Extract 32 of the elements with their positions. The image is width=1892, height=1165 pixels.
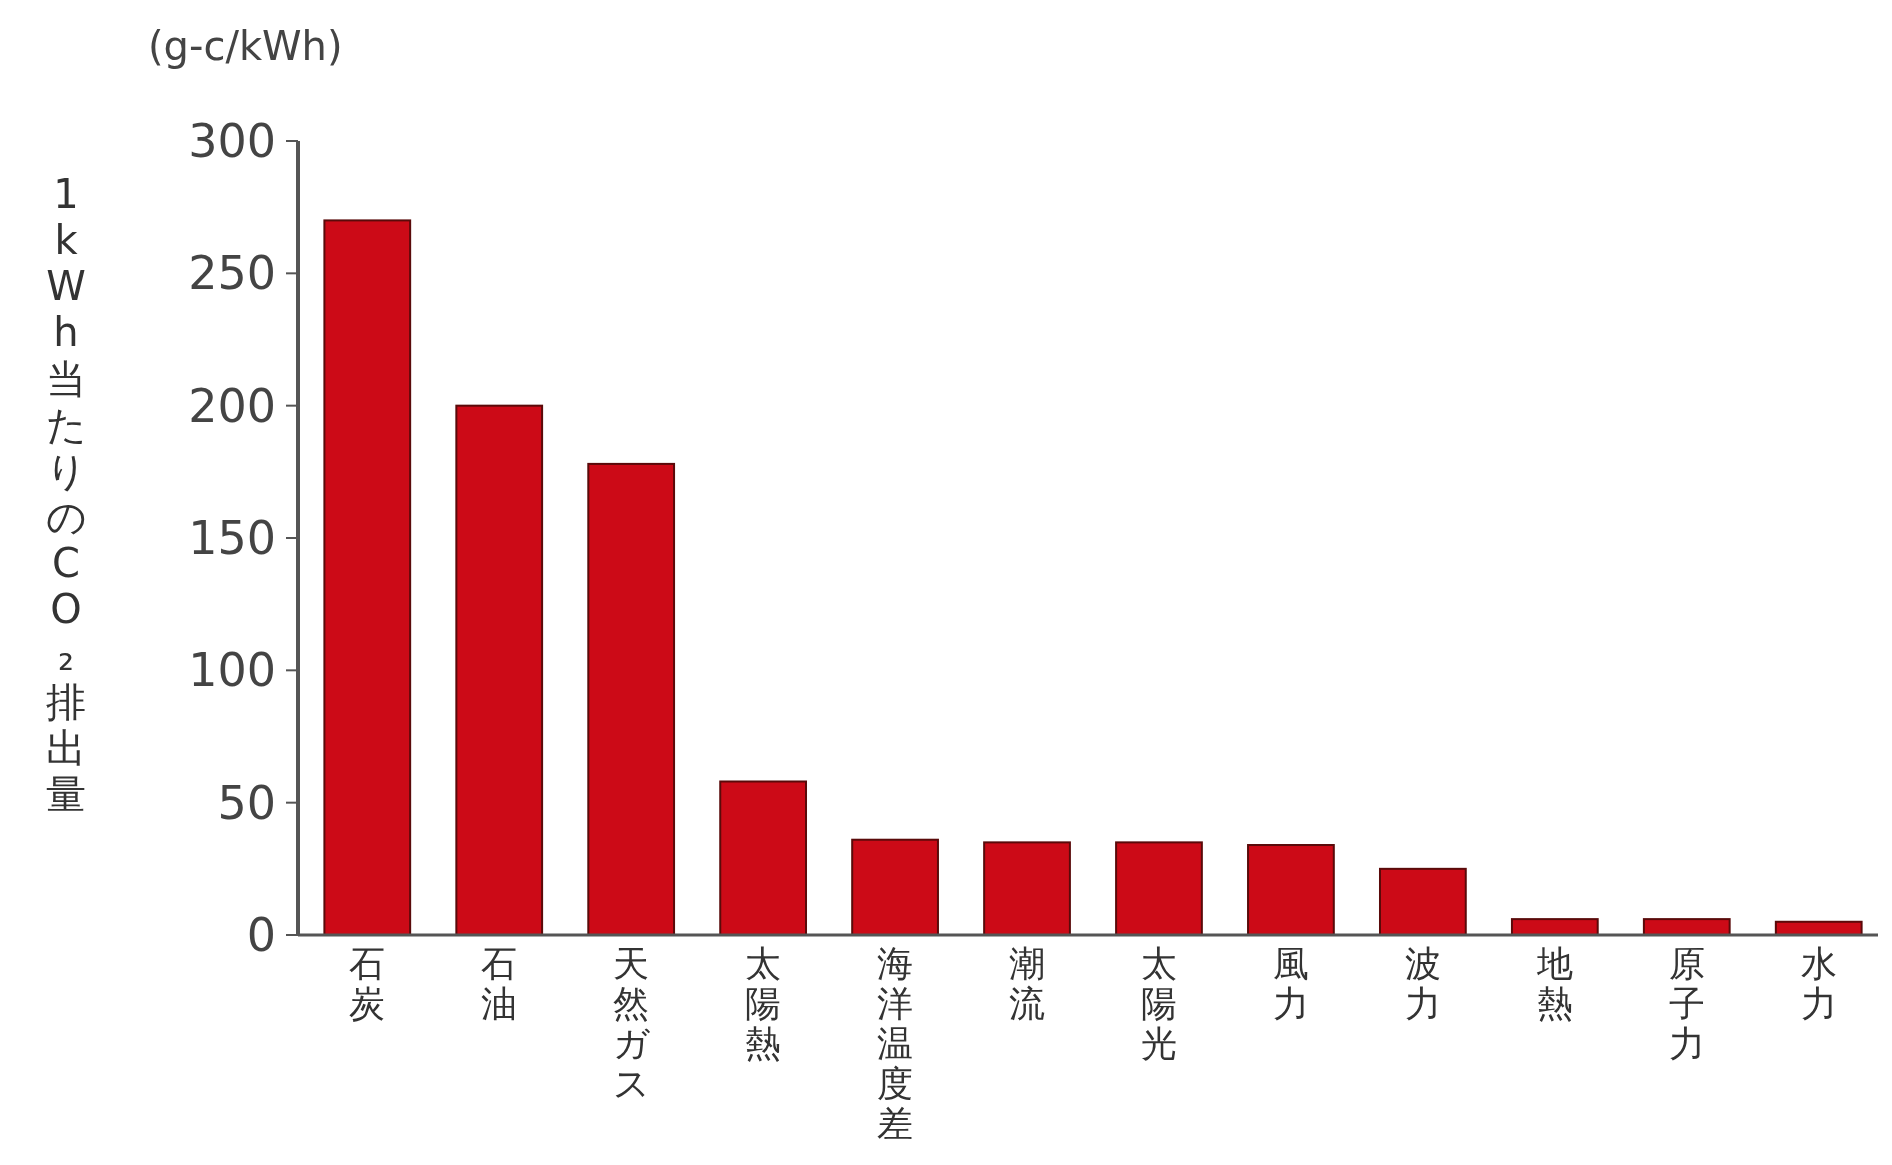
bar	[851, 838, 939, 936]
text: (g-c/kWh)	[148, 23, 343, 69]
bar	[1247, 844, 1335, 936]
bar	[1642, 918, 1731, 936]
bar	[587, 462, 676, 936]
bar	[719, 780, 808, 936]
bar	[323, 219, 412, 936]
text: 1kWh当たりのCO₂排出量	[45, 170, 87, 817]
bar	[1378, 867, 1467, 936]
x-tick-label: 海洋温度差	[877, 943, 914, 1145]
y-tick-label: 100	[188, 643, 276, 698]
y-tick-label: 150	[188, 511, 276, 566]
bar	[455, 404, 544, 936]
y-tick-label: 300	[188, 114, 276, 169]
x-tick-label: 太陽熱	[745, 943, 782, 1065]
y-tick-label: 200	[188, 378, 276, 433]
x-tick-label: 風力	[1272, 943, 1309, 1025]
y-tick-label: 250	[188, 246, 276, 301]
x-tick-label: 太陽光	[1140, 943, 1177, 1065]
bar	[983, 841, 1071, 936]
x-tick-label: 水力	[1800, 943, 1837, 1025]
x-tick-label: 波力	[1404, 943, 1441, 1025]
bar	[1510, 918, 1599, 936]
x-tick-label: 潮流	[1009, 943, 1046, 1025]
x-tick-label: 石炭	[349, 943, 386, 1025]
x-tick-label: 石油	[481, 943, 518, 1025]
y-tick-label: 50	[217, 775, 276, 830]
x-tick-label: 原子力	[1668, 943, 1705, 1065]
x-tick-label: 天然ガス	[612, 943, 651, 1105]
x-tick-label: 地熱	[1535, 943, 1573, 1025]
bar	[1115, 841, 1203, 936]
y-tick-label: 0	[246, 908, 276, 963]
